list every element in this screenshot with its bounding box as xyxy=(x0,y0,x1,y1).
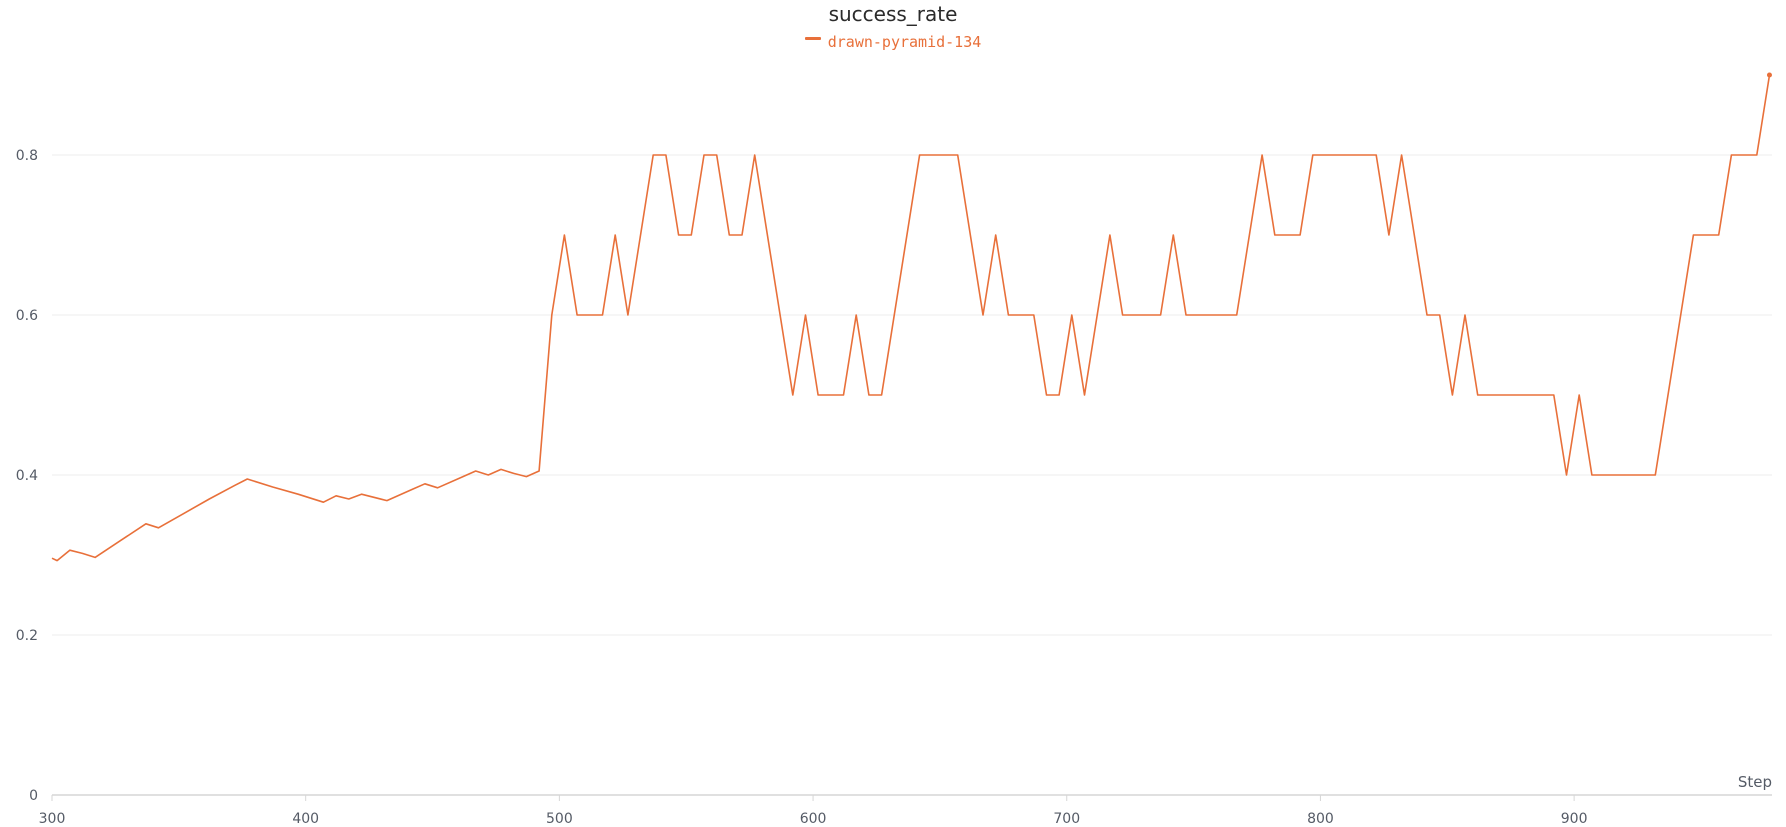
legend-swatch xyxy=(804,37,821,40)
gridlines xyxy=(52,154,1772,636)
series-line-0 xyxy=(51,74,1771,562)
x-axis-ticks: 300 400 500 600 700 800 900 xyxy=(39,795,1588,827)
x-axis-title: Step xyxy=(1738,773,1772,791)
x-tick-label-6: 900 xyxy=(1561,811,1588,827)
y-axis-ticks: 0 0.2 0.4 0.6 0.8 xyxy=(16,148,38,804)
x-tick-label-1: 400 xyxy=(292,811,319,827)
y-tick-label-2: 0.4 xyxy=(16,468,38,484)
y-tick-label-0: 0 xyxy=(29,788,38,804)
y-tick-label-3: 0.6 xyxy=(16,308,38,324)
y-tick-label-4: 0.8 xyxy=(16,148,38,164)
series-last-point-0 xyxy=(1766,72,1772,78)
x-tick-label-5: 800 xyxy=(1307,811,1334,827)
series-layer xyxy=(51,72,1772,562)
x-tick-label-0: 300 xyxy=(39,811,66,827)
x-tick-label-4: 700 xyxy=(1053,811,1080,827)
x-tick-label-3: 600 xyxy=(800,811,827,827)
chart-title: success_rate xyxy=(828,2,958,26)
legend-label-series-0: drawn-pyramid-134 xyxy=(827,33,982,51)
y-tick-label-1: 0.2 xyxy=(16,628,38,644)
legend[interactable]: drawn-pyramid-134 xyxy=(0,33,1786,51)
x-tick-label-2: 500 xyxy=(546,811,573,827)
